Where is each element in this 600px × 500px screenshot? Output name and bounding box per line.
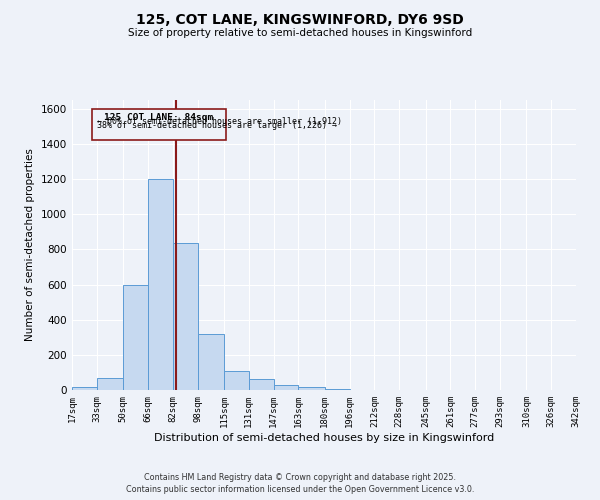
Bar <box>148 179 173 390</box>
Text: Contains public sector information licensed under the Open Government Licence v3: Contains public sector information licen… <box>126 485 474 494</box>
Bar <box>197 334 224 390</box>
Bar <box>92 109 226 140</box>
Bar <box>72 388 97 390</box>
Bar <box>274 384 298 390</box>
Text: ← 60% of semi-detached houses are smaller (1,912): ← 60% of semi-detached houses are smalle… <box>97 117 342 126</box>
X-axis label: Distribution of semi-detached houses by size in Kingswinford: Distribution of semi-detached houses by … <box>154 432 494 442</box>
Bar <box>173 243 197 390</box>
Bar <box>298 388 325 390</box>
Bar <box>325 389 350 390</box>
Text: 38% of semi-detached houses are larger (1,226) →: 38% of semi-detached houses are larger (… <box>97 120 337 130</box>
Text: 125 COT LANE: 84sqm: 125 COT LANE: 84sqm <box>104 112 214 122</box>
Y-axis label: Number of semi-detached properties: Number of semi-detached properties <box>25 148 35 342</box>
Bar <box>249 380 274 390</box>
Bar <box>123 284 148 390</box>
Bar <box>224 370 249 390</box>
Text: Size of property relative to semi-detached houses in Kingswinford: Size of property relative to semi-detach… <box>128 28 472 38</box>
Text: 125, COT LANE, KINGSWINFORD, DY6 9SD: 125, COT LANE, KINGSWINFORD, DY6 9SD <box>136 12 464 26</box>
Text: Contains HM Land Registry data © Crown copyright and database right 2025.: Contains HM Land Registry data © Crown c… <box>144 472 456 482</box>
Bar <box>97 378 123 390</box>
